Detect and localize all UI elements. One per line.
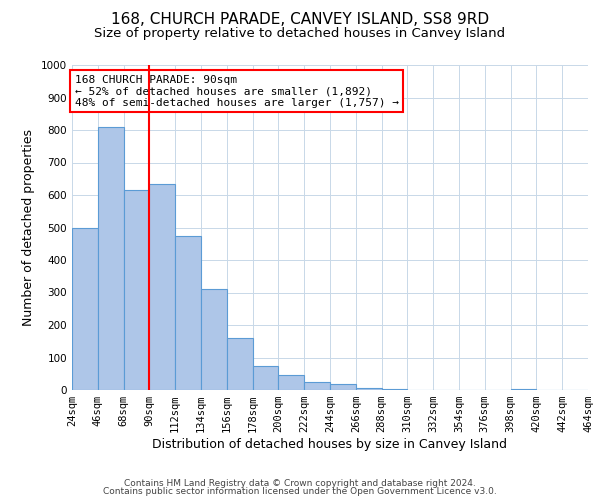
Bar — [149, 184, 175, 390]
Text: 168 CHURCH PARADE: 90sqm
← 52% of detached houses are smaller (1,892)
48% of sem: 168 CHURCH PARADE: 90sqm ← 52% of detach… — [74, 74, 398, 108]
Bar — [72, 228, 98, 390]
Bar — [227, 338, 253, 390]
Text: 168, CHURCH PARADE, CANVEY ISLAND, SS8 9RD: 168, CHURCH PARADE, CANVEY ISLAND, SS8 9… — [111, 12, 489, 28]
Text: Contains public sector information licensed under the Open Government Licence v3: Contains public sector information licen… — [103, 487, 497, 496]
Bar — [356, 388, 382, 390]
Bar — [124, 190, 149, 390]
Y-axis label: Number of detached properties: Number of detached properties — [22, 129, 35, 326]
Bar — [278, 374, 304, 390]
Bar — [98, 126, 124, 390]
Text: Contains HM Land Registry data © Crown copyright and database right 2024.: Contains HM Land Registry data © Crown c… — [124, 478, 476, 488]
Bar — [253, 366, 278, 390]
Bar — [330, 384, 356, 390]
Bar — [304, 382, 330, 390]
X-axis label: Distribution of detached houses by size in Canvey Island: Distribution of detached houses by size … — [152, 438, 508, 451]
Bar — [201, 289, 227, 390]
Text: Size of property relative to detached houses in Canvey Island: Size of property relative to detached ho… — [94, 28, 506, 40]
Bar — [175, 236, 201, 390]
